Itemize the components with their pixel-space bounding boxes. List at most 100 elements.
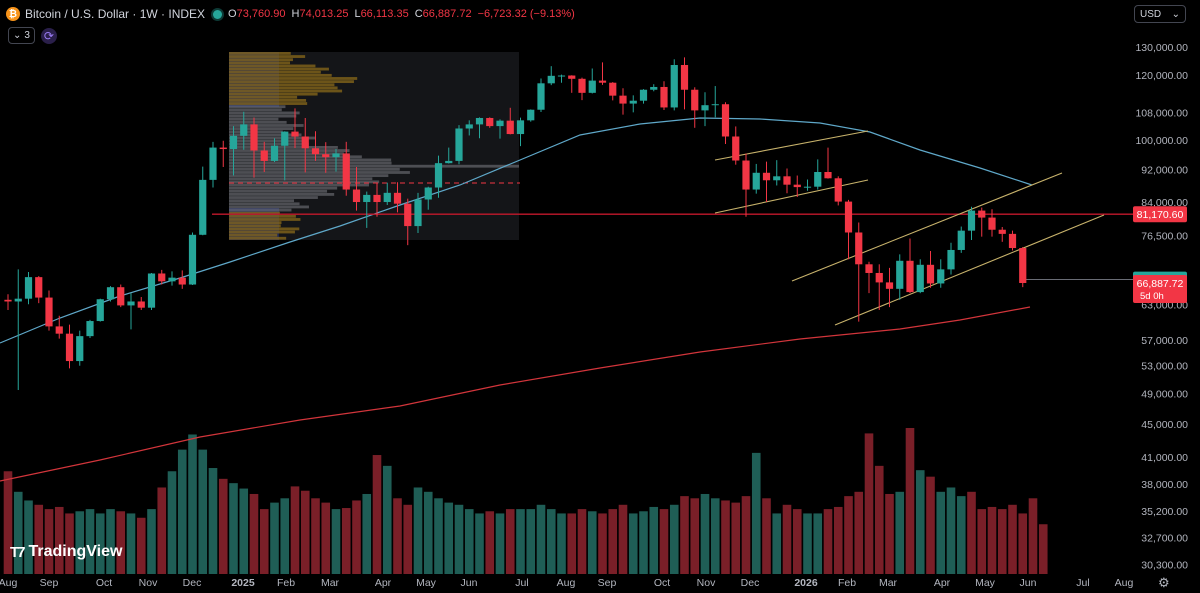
time-tick-label: Jul xyxy=(515,577,528,589)
indicators-toggle-button[interactable]: ⌄ 3 xyxy=(8,27,35,44)
volume-bar xyxy=(587,511,597,574)
volume-bar xyxy=(341,508,351,574)
candle-body xyxy=(793,184,801,188)
candle-body xyxy=(639,89,648,101)
candle-body xyxy=(96,299,104,322)
volume-bar xyxy=(1038,524,1048,574)
candle-body xyxy=(660,86,668,108)
price-tick-label: 30,300.00 xyxy=(1141,559,1188,571)
volume-bar xyxy=(659,509,669,574)
volume-bar xyxy=(516,509,525,574)
price-tick-label: 38,000.00 xyxy=(1141,479,1188,491)
time-tick-label: Jul xyxy=(1076,577,1089,589)
volume-bar xyxy=(987,506,997,574)
candle-body xyxy=(4,299,12,302)
symbol-title[interactable]: Bitcoin / U.S. Dollar · 1W · INDEX xyxy=(25,7,206,21)
volume-bar xyxy=(905,428,915,574)
profile-row xyxy=(229,193,335,196)
candle-body xyxy=(1008,233,1017,249)
currency-select[interactable]: USD ⌄ xyxy=(1134,5,1186,23)
profile-row xyxy=(229,189,328,193)
candle-body xyxy=(906,260,914,293)
volume-bar xyxy=(546,509,556,574)
volume-bar xyxy=(741,496,751,574)
volume-bar xyxy=(44,509,54,574)
market-status-icon[interactable] xyxy=(213,9,223,19)
candle-body xyxy=(434,163,443,188)
candle-body xyxy=(260,150,268,161)
volume-bar xyxy=(3,471,13,574)
volume-bar xyxy=(946,487,956,574)
candle-body xyxy=(537,83,545,110)
volume-bar xyxy=(413,487,423,574)
volume-bar xyxy=(526,509,536,574)
volume-bar xyxy=(700,493,710,574)
candle-body xyxy=(117,287,125,306)
profile-row xyxy=(229,233,278,237)
volume-bar xyxy=(116,511,126,574)
tradingview-logo[interactable]: T7 TradingView xyxy=(10,543,122,561)
volume-bar xyxy=(669,504,679,574)
profile-row xyxy=(229,208,292,212)
volume-bar xyxy=(290,486,300,574)
candle-body xyxy=(475,117,484,125)
candle-body xyxy=(465,124,473,129)
volume-bar xyxy=(311,498,320,574)
refresh-indicator-icon[interactable]: ⟳ xyxy=(40,27,57,44)
volume-bar xyxy=(475,513,484,574)
symbol-header: ₿ Bitcoin / U.S. Dollar · 1W · INDEX O73… xyxy=(6,5,575,23)
time-tick-label: Nov xyxy=(139,577,158,589)
profile-row xyxy=(229,102,308,105)
volume-bar xyxy=(567,513,577,574)
volume-bar xyxy=(823,509,833,574)
candle-body xyxy=(844,201,853,233)
last-price-value: 66,887.72 xyxy=(1137,278,1184,290)
price-tick-label: 108,000.00 xyxy=(1135,108,1188,120)
time-tick-label: Aug xyxy=(1115,577,1134,589)
profile-row xyxy=(229,133,302,137)
price-tick-label: 35,200.00 xyxy=(1141,506,1188,518)
volume-bar xyxy=(751,452,761,574)
profile-row xyxy=(229,224,281,228)
candle-body xyxy=(650,86,658,90)
candle-body xyxy=(598,80,607,83)
volume-bar xyxy=(106,509,115,574)
candle-body xyxy=(199,179,207,235)
volume-bar xyxy=(649,506,659,574)
candle-body xyxy=(311,148,320,155)
chevron-down-icon: ⌄ xyxy=(13,30,22,41)
profile-row xyxy=(229,92,318,96)
volume-bar xyxy=(188,434,197,574)
candle-body xyxy=(106,287,115,300)
volume-bar xyxy=(167,471,177,574)
price-tick-label: 41,000.00 xyxy=(1141,452,1188,464)
time-tick-label: Feb xyxy=(277,577,295,589)
candle-body xyxy=(76,336,84,362)
profile-row xyxy=(229,95,298,99)
candle-body xyxy=(158,273,166,282)
price-tick-label: 32,700.00 xyxy=(1141,532,1188,544)
profile-row xyxy=(229,73,332,77)
settings-gear-icon[interactable]: ⚙ xyxy=(1158,575,1170,590)
candle-body xyxy=(885,282,894,289)
candle-body xyxy=(322,154,330,158)
profile-row xyxy=(229,80,354,84)
candle-body xyxy=(978,210,986,218)
channel-lines xyxy=(714,130,1105,326)
profile-row xyxy=(229,52,291,55)
volume-bar xyxy=(403,504,413,574)
volume-bar xyxy=(505,509,515,574)
profile-row xyxy=(229,174,389,178)
time-tick-label: Aug xyxy=(0,577,17,589)
volume-bar xyxy=(977,509,987,574)
profile-row xyxy=(229,58,293,62)
candle-body xyxy=(803,186,812,188)
candle-body xyxy=(742,160,750,190)
candle-body xyxy=(957,230,965,250)
time-tick-label: 2026 xyxy=(794,577,818,589)
profile-row xyxy=(229,202,300,206)
candle-body xyxy=(875,272,883,283)
profile-row xyxy=(229,158,392,162)
